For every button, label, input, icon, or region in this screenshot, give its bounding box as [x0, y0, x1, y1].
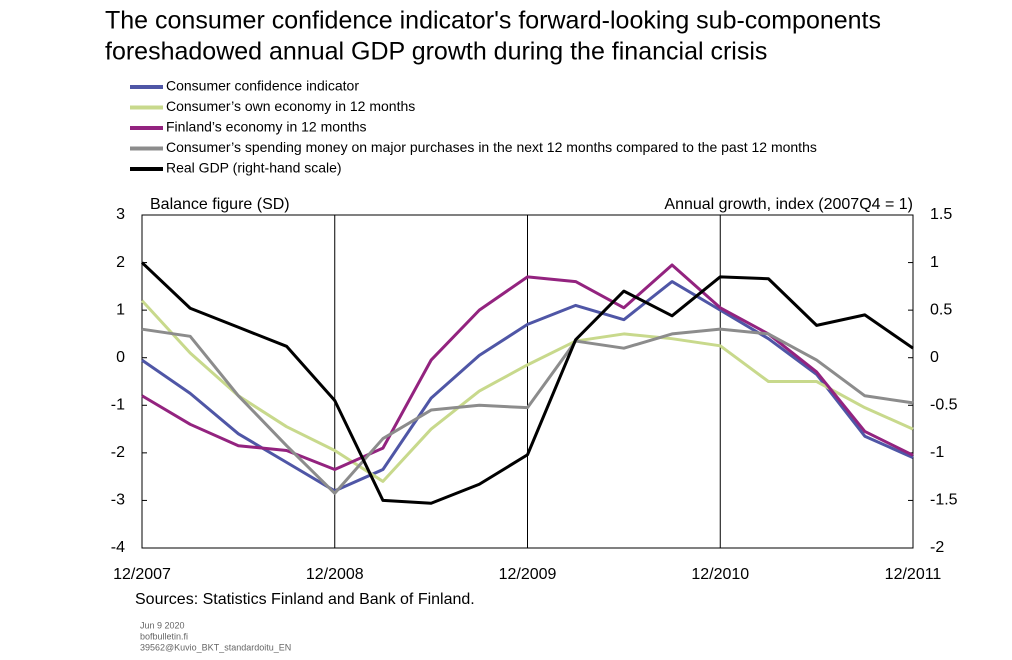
y2-tick-label: 0.5 — [930, 301, 952, 318]
y2-axis-label: Annual growth, index (2007Q4 = 1) — [664, 196, 913, 213]
legend-label: Consumer confidence indicator — [166, 78, 359, 94]
footer: 39562@Kuvio_BKT_standardoitu_EN — [140, 642, 291, 652]
plot-frame — [141, 214, 914, 549]
footer: bofbulletin.fi — [140, 631, 188, 641]
y2-tick-label: -2 — [930, 539, 944, 556]
y-tick-label: 0 — [116, 349, 125, 366]
legend-label: Consumer’s own economy in 12 months — [166, 98, 415, 114]
x-tick-label: 12/2008 — [306, 566, 364, 583]
series-line — [141, 327, 914, 495]
y2-tick-label: 0 — [930, 349, 939, 366]
y-axis-label: Balance figure (SD) — [150, 196, 290, 213]
legend-label: Real GDP (right-hand scale) — [166, 160, 342, 176]
x-tick-label: 12/2010 — [691, 566, 749, 583]
y2-tick-label: -1 — [930, 444, 944, 461]
series-line — [141, 263, 914, 472]
y2-tick-label: -0.5 — [930, 397, 958, 414]
y-tick-label: -4 — [111, 539, 125, 556]
legend-label: Consumer’s spending money on major purch… — [166, 139, 817, 155]
y-tick-label: 2 — [116, 254, 125, 271]
x-tick-label: 12/2011 — [885, 566, 942, 583]
x-tick-label: 12/2009 — [499, 566, 557, 583]
y2-tick-label: 1.5 — [930, 206, 952, 223]
series-line — [140, 261, 914, 505]
series-line — [140, 299, 914, 483]
footer: Jun 9 2020 — [140, 620, 185, 630]
chart-title: foreshadowed annual GDP growth during th… — [105, 38, 767, 66]
y-tick-label: 3 — [116, 206, 125, 223]
y-tick-label: -3 — [111, 492, 125, 509]
legend-label: Finland’s economy in 12 months — [166, 119, 367, 135]
y-tick-label: -1 — [111, 397, 125, 414]
y-tick-label: 1 — [116, 301, 125, 318]
y2-tick-label: -1.5 — [930, 492, 958, 509]
y2-tick-label: 1 — [930, 254, 939, 271]
chart-title: The consumer confidence indicator's forw… — [105, 7, 881, 35]
x-tick-label: 12/2007 — [113, 566, 171, 583]
series-line — [141, 280, 914, 493]
source: Sources: Statistics Finland and Bank of … — [135, 591, 475, 608]
y-tick-label: -2 — [111, 444, 125, 461]
